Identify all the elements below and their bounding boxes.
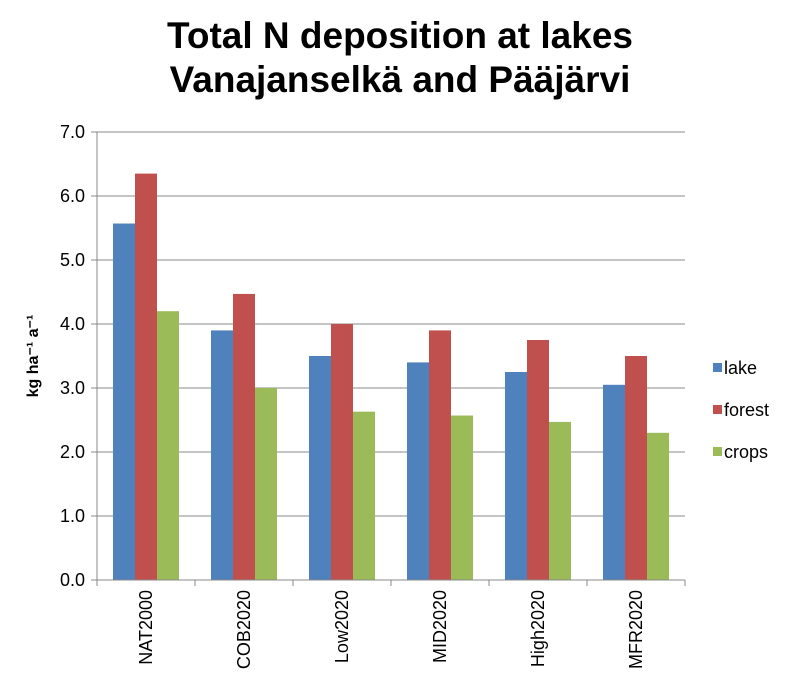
legend-swatch <box>713 447 722 456</box>
x-tick-label: COB2020 <box>234 590 254 669</box>
legend-label: lake <box>724 358 757 378</box>
bar <box>527 340 549 580</box>
chart-title: Total N deposition at lakes Vanajanselkä… <box>166 15 633 100</box>
x-tick-label: Low2020 <box>332 590 352 663</box>
x-tick-label: High2020 <box>528 590 548 667</box>
y-axis-label: kg ha⁻¹ a⁻¹ <box>25 315 42 398</box>
bar <box>135 173 157 580</box>
bar <box>353 411 375 580</box>
y-tick-label: 7.0 <box>60 122 85 142</box>
bar <box>505 372 527 580</box>
x-tick-label: MFR2020 <box>626 590 646 669</box>
y-tick-label: 3.0 <box>60 378 85 398</box>
y-tick-label: 2.0 <box>60 442 85 462</box>
legend-label: crops <box>724 442 768 462</box>
bar <box>407 362 429 580</box>
legend-label: forest <box>724 400 769 420</box>
bar <box>211 330 233 580</box>
bar <box>309 356 331 580</box>
bar <box>451 415 473 580</box>
bar <box>603 384 625 580</box>
bar <box>233 293 255 580</box>
bar <box>331 324 353 580</box>
legend-swatch <box>713 363 722 372</box>
bar <box>113 223 135 580</box>
bar <box>157 311 179 580</box>
x-tick-label: NAT2000 <box>136 590 156 665</box>
legend-swatch <box>713 405 722 414</box>
bar <box>647 432 669 580</box>
y-tick-label: 4.0 <box>60 314 85 334</box>
bar <box>429 330 451 580</box>
y-tick-label: 5.0 <box>60 250 85 270</box>
bar <box>625 356 647 580</box>
y-tick-label: 1.0 <box>60 506 85 526</box>
y-tick-label: 0.0 <box>60 570 85 590</box>
bar <box>255 388 277 580</box>
y-tick-label: 6.0 <box>60 186 85 206</box>
x-tick-label: MID2020 <box>430 590 450 663</box>
bar <box>549 421 571 580</box>
